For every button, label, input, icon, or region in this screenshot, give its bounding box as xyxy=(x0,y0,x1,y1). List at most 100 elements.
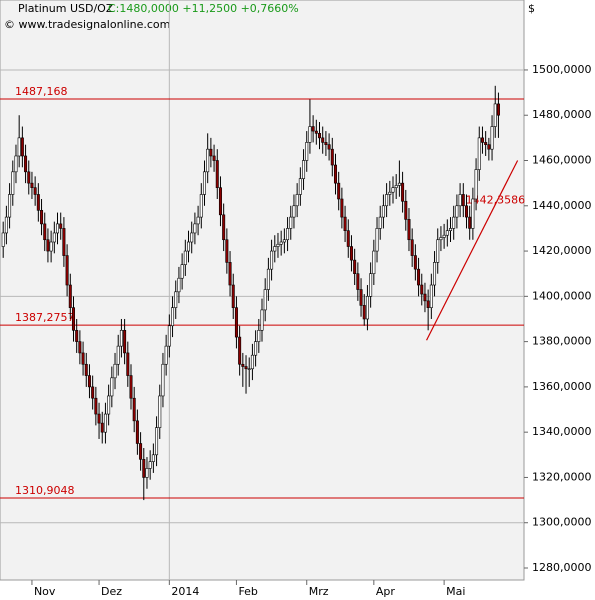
candle-body xyxy=(43,223,47,241)
candle-body xyxy=(257,329,261,342)
x-tick-label: Mrz xyxy=(309,585,329,598)
candle-body xyxy=(369,273,373,297)
candle-body xyxy=(52,232,56,243)
y-tick-label: 1280,0000 xyxy=(532,561,592,574)
y-tick-label: 1420,0000 xyxy=(532,244,592,257)
candle-body xyxy=(129,375,133,399)
candle-body xyxy=(449,228,453,231)
candle-body xyxy=(59,223,63,229)
candle-body xyxy=(180,264,184,279)
candle-body xyxy=(113,363,117,379)
candle-body xyxy=(330,148,334,166)
candle-body xyxy=(381,205,385,218)
x-tick-label: Dez xyxy=(101,585,122,598)
y-tick-label: 1440,0000 xyxy=(532,199,592,212)
y-tick-label: 1480,0000 xyxy=(532,108,592,121)
y-tick-label: 1320,0000 xyxy=(532,470,592,483)
chart-title: Platinum USD/OZ xyxy=(18,2,114,15)
level-label: 1310,9048 xyxy=(15,484,75,497)
candle-body xyxy=(14,155,18,173)
candle-body xyxy=(417,268,421,286)
candle-body xyxy=(346,230,350,247)
y-tick-label: 1380,0000 xyxy=(532,335,592,348)
candle-body xyxy=(433,262,437,286)
candle-body xyxy=(279,241,283,245)
candle-body xyxy=(353,259,357,275)
candle-body xyxy=(340,198,344,218)
candle-body xyxy=(445,230,449,236)
candle-body xyxy=(356,273,360,290)
x-tick-label: Apr xyxy=(376,585,396,598)
candle-body xyxy=(68,284,72,308)
candle-body xyxy=(276,243,280,247)
candle-body xyxy=(46,239,50,252)
candle-body xyxy=(458,194,462,207)
candle-body xyxy=(145,468,149,478)
y-tick-label: 1460,0000 xyxy=(532,154,592,167)
candle-body xyxy=(212,155,216,161)
level-label: 1387,2757 xyxy=(15,311,75,324)
candle-body xyxy=(362,305,366,320)
candle-body xyxy=(273,246,277,252)
candle-body xyxy=(33,187,37,195)
candle-body xyxy=(78,341,82,354)
candle-body xyxy=(394,185,398,188)
x-tick-label: Feb xyxy=(238,585,257,598)
candle-body xyxy=(139,443,143,460)
candle-body xyxy=(94,397,98,415)
candle-body xyxy=(468,216,472,229)
candle-body xyxy=(158,395,162,428)
candle-body xyxy=(359,289,363,306)
plot-area xyxy=(0,0,525,581)
candle-body xyxy=(455,205,459,218)
candle-body xyxy=(218,187,222,216)
trendline-label: 1442,3586 xyxy=(466,193,526,206)
candle-body xyxy=(327,144,331,150)
candle-body xyxy=(260,309,264,331)
candle-body xyxy=(24,155,28,173)
candle-body xyxy=(228,262,232,286)
candle-body xyxy=(49,241,53,252)
candle-body xyxy=(423,293,427,302)
candle-body xyxy=(496,103,500,116)
candle-body xyxy=(4,216,8,234)
candle-body xyxy=(337,182,341,200)
candle-body xyxy=(36,194,40,211)
y-tick-label: 1360,0000 xyxy=(532,380,592,393)
candle-body xyxy=(349,246,353,261)
candle-body xyxy=(439,237,443,241)
y-tick-label: 1500,0000 xyxy=(532,63,592,76)
candle-body xyxy=(148,461,152,469)
candle-body xyxy=(171,307,175,327)
candle-body xyxy=(81,352,85,365)
candle-body xyxy=(87,375,91,388)
x-tick-label: Nov xyxy=(34,585,56,598)
candle-body xyxy=(247,368,251,370)
candle-body xyxy=(177,277,181,293)
candle-body xyxy=(298,178,302,195)
candle-body xyxy=(161,363,165,397)
candle-body xyxy=(477,137,481,170)
candle-body xyxy=(27,171,31,184)
candle-body xyxy=(241,363,245,367)
candle-body xyxy=(103,413,107,433)
candle-body xyxy=(490,126,494,150)
level-label: 1487,168 xyxy=(15,85,68,98)
candle-body xyxy=(321,137,325,143)
candle-body xyxy=(132,397,136,422)
candle-body xyxy=(183,250,187,265)
trendline xyxy=(426,160,519,341)
candle-body xyxy=(286,228,290,241)
candle-body xyxy=(295,194,299,207)
y-tick-label: 1300,0000 xyxy=(532,516,592,529)
candle-body xyxy=(155,427,159,456)
candle-body xyxy=(238,336,242,365)
candle-body xyxy=(318,133,322,139)
candle-body xyxy=(71,307,75,331)
candle-body xyxy=(167,325,171,347)
candle-body xyxy=(30,182,34,188)
candle-body xyxy=(135,420,139,444)
candle-body xyxy=(413,255,417,270)
candle-body xyxy=(126,352,130,376)
